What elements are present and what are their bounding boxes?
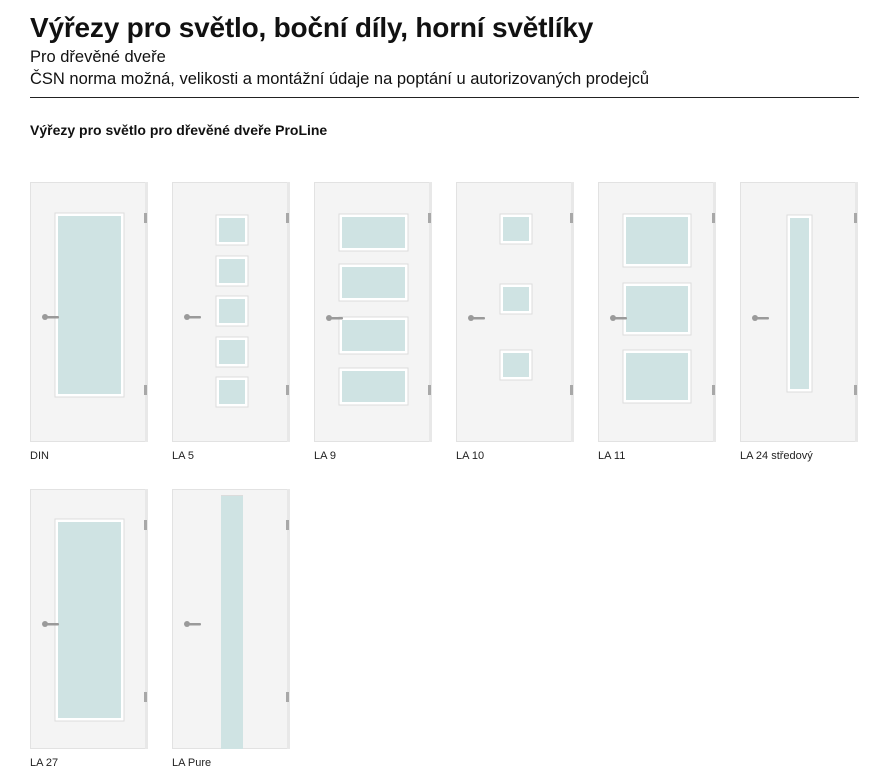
header: Výřezy pro světlo, boční díly, horní svě… — [30, 10, 859, 90]
door-item-din: DIN — [30, 182, 148, 462]
door-la5-icon — [172, 182, 290, 442]
door-label: DIN — [30, 450, 49, 462]
section-title: Výřezy pro světlo pro dřevěné dveře ProL… — [30, 122, 328, 138]
door-la27-icon — [30, 489, 148, 749]
door-label: LA Pure — [172, 757, 212, 769]
page-title: Výřezy pro světlo, boční díly, horní svě… — [30, 12, 594, 43]
subtitle-line-2: ČSN norma možná, velikosti a montážní úd… — [30, 70, 650, 88]
door-label: LA 27 — [30, 757, 59, 769]
door-label: LA 5 — [172, 450, 195, 462]
door-la24-icon — [740, 182, 858, 442]
door-item-la24: LA 24 středový — [740, 182, 858, 462]
door-item-lapure: LA Pure — [172, 489, 290, 769]
door-item-la11: LA 11 — [598, 182, 716, 462]
door-item-la9: LA 9 — [314, 182, 432, 462]
door-item-la10: LA 10 — [456, 182, 574, 462]
header-divider — [30, 97, 859, 98]
door-la10-icon — [456, 182, 574, 442]
door-item-la5: LA 5 — [172, 182, 290, 462]
door-la11-icon — [598, 182, 716, 442]
door-label: LA 24 středový — [740, 450, 813, 462]
door-la9-icon — [314, 182, 432, 442]
door-label: LA 9 — [314, 450, 337, 462]
door-item-la27: LA 27 — [30, 489, 148, 769]
door-din-icon — [30, 182, 148, 442]
door-lapure-icon — [172, 489, 290, 749]
door-label: LA 11 — [598, 450, 626, 462]
door-label: LA 10 — [456, 450, 485, 462]
subtitle-line-1: Pro dřevěné dveře — [30, 48, 166, 66]
